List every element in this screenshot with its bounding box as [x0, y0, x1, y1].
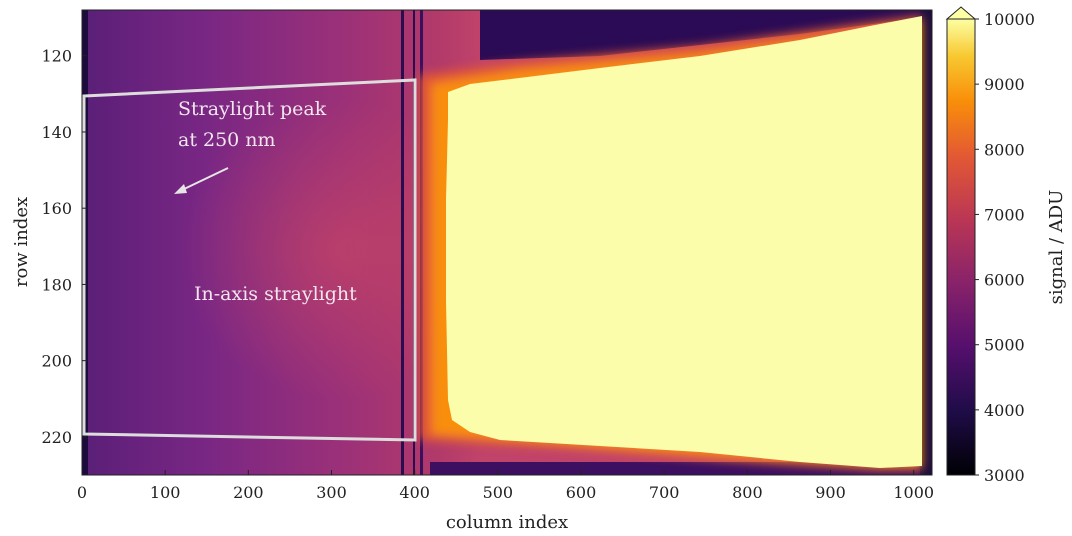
colorbar-tick-label: 3000 — [984, 466, 1025, 485]
x-tick-label: 800 — [732, 483, 763, 502]
colorbar-tick-label: 6000 — [984, 271, 1025, 290]
x-tick-label: 300 — [316, 483, 347, 502]
annotation-in-axis-straylight: In-axis straylight — [194, 283, 357, 305]
x-tick-label: 500 — [483, 483, 514, 502]
plot-frame — [81, 9, 933, 476]
roi-box — [82, 78, 417, 442]
x-tick-label: 1000 — [893, 483, 934, 502]
annotation-straylight-peak-line1: Straylight peak — [178, 98, 327, 120]
y-tick-label: 200 — [41, 352, 72, 371]
colorbar-tick-label: 5000 — [984, 336, 1025, 355]
x-tick-label: 700 — [649, 483, 680, 502]
vertical-artifact-line — [401, 10, 404, 475]
x-tick-label: 0 — [77, 483, 87, 502]
y-axis-label: row index — [11, 197, 32, 287]
saturated-region — [446, 16, 922, 468]
colorbar-extend-triangle — [945, 6, 977, 20]
y-tick-label: 180 — [41, 275, 72, 294]
colorbar-gradient — [946, 18, 976, 476]
top-dark-wedge — [480, 10, 932, 60]
x-tick-label: 600 — [566, 483, 597, 502]
colorbar-tick-label: 4000 — [984, 401, 1025, 420]
colorbar-tick-label: 8000 — [984, 140, 1025, 159]
heatmap-image — [82, 10, 932, 475]
y-tick-label: 220 — [41, 428, 72, 447]
colorbar — [945, 6, 977, 476]
y-tick-label: 120 — [41, 47, 72, 66]
straylight-peak-arrow — [174, 167, 229, 194]
annotation-straylight-peak-line2: at 250 nm — [178, 129, 276, 151]
right-edge-strip — [920, 10, 932, 475]
colorbar-label: signal / ADU — [1046, 190, 1067, 305]
colorbar-tick-label: 10000 — [984, 10, 1035, 29]
x-axis-label: column index — [446, 512, 568, 533]
y-axis: 120 140 160 180 200 220 — [41, 47, 87, 447]
colorbar-tick-label: 7000 — [984, 205, 1025, 224]
x-tick-label: 900 — [815, 483, 846, 502]
x-tick-label: 400 — [399, 483, 430, 502]
y-tick-label: 160 — [41, 199, 72, 218]
colorbar-tick-label: 9000 — [984, 75, 1025, 94]
x-tick-label: 200 — [233, 483, 264, 502]
colorbar-ticks: 3000 4000 5000 6000 7000 8000 9000 10000 — [975, 10, 1035, 485]
y-tick-label: 140 — [41, 123, 72, 142]
x-axis: 0 100 200 300 400 500 600 700 800 900 1000 — [77, 470, 934, 502]
x-tick-label: 100 — [150, 483, 181, 502]
